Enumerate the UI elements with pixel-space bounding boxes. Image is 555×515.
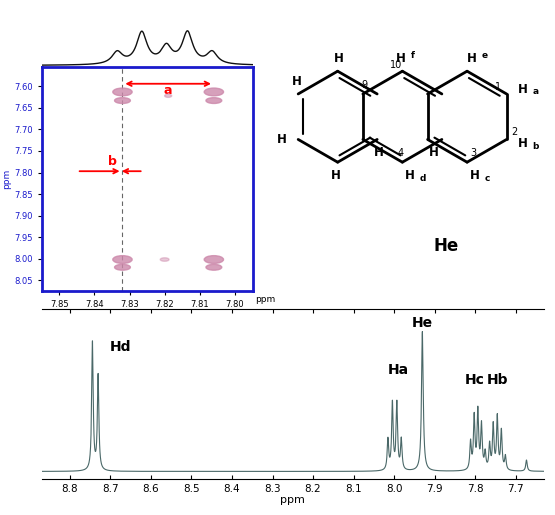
Text: Hc: Hc <box>465 373 485 387</box>
Text: 9: 9 <box>361 80 367 90</box>
Y-axis label: ppm: ppm <box>2 169 11 189</box>
Text: H: H <box>518 138 528 150</box>
Text: H: H <box>374 146 384 159</box>
Text: Hb: Hb <box>487 373 508 387</box>
Text: H: H <box>396 53 406 65</box>
Text: H: H <box>467 53 476 65</box>
Text: H: H <box>405 169 415 182</box>
Text: Ha: Ha <box>387 363 408 376</box>
Ellipse shape <box>165 94 171 97</box>
Text: 3: 3 <box>471 148 477 159</box>
Text: H: H <box>331 169 341 182</box>
Text: H: H <box>518 83 528 96</box>
Text: He: He <box>434 237 459 255</box>
Text: H: H <box>470 169 480 182</box>
Ellipse shape <box>204 88 224 96</box>
Text: b: b <box>532 142 539 151</box>
Ellipse shape <box>204 255 224 263</box>
Text: a: a <box>164 84 173 97</box>
Text: H: H <box>277 133 287 146</box>
Text: c: c <box>484 174 490 183</box>
Text: e: e <box>482 52 488 60</box>
Ellipse shape <box>113 255 132 263</box>
Text: 10: 10 <box>390 60 402 70</box>
Ellipse shape <box>114 98 130 104</box>
Text: H: H <box>292 75 302 88</box>
Ellipse shape <box>113 88 132 96</box>
Text: 2: 2 <box>512 127 518 137</box>
Ellipse shape <box>206 98 222 104</box>
Text: H: H <box>334 53 344 65</box>
Text: ppm: ppm <box>255 296 275 304</box>
Text: He: He <box>412 316 433 330</box>
Ellipse shape <box>160 258 169 261</box>
Text: Hd: Hd <box>110 340 132 354</box>
Text: b: b <box>108 155 117 168</box>
Text: 1: 1 <box>495 82 501 93</box>
Text: d: d <box>420 174 426 183</box>
Ellipse shape <box>206 264 222 270</box>
Text: 4: 4 <box>398 148 404 159</box>
Text: f: f <box>411 52 415 60</box>
Text: a: a <box>532 88 538 96</box>
X-axis label: ppm: ppm <box>280 495 305 505</box>
Ellipse shape <box>114 264 130 270</box>
Text: H: H <box>428 146 438 159</box>
